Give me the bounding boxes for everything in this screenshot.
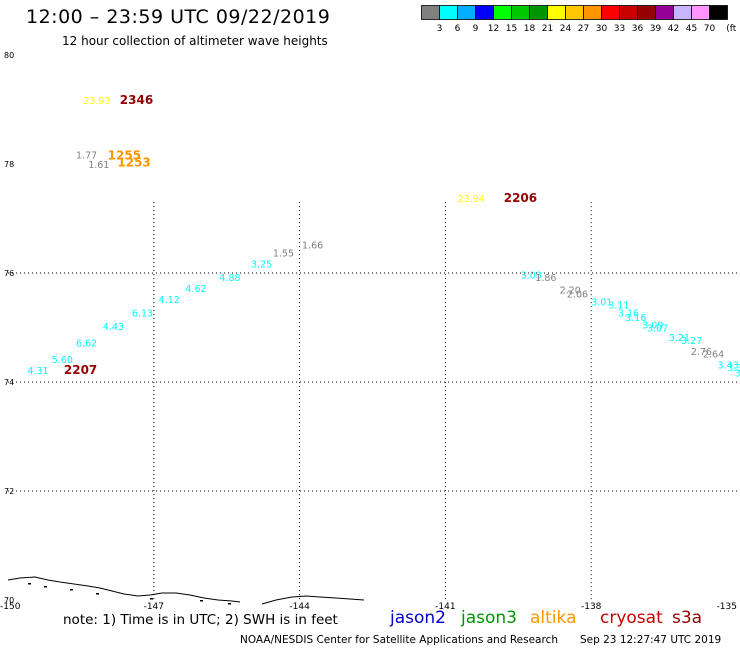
wave-height-value: 2.64 (703, 349, 724, 360)
colorbar-tick-label: 12 (488, 24, 499, 34)
wave-height-value: 23.93 (83, 96, 110, 107)
satellite-label-jason3: jason3 (461, 608, 517, 628)
colorbar-tick-label: 18 (524, 24, 536, 34)
pass-time-label: 1255 (108, 149, 141, 163)
colorbar-tick-label: 3 (437, 24, 443, 34)
wave-height-value: 3.21 (669, 333, 690, 344)
wave-height-value: 1.61 (88, 160, 109, 171)
colorbar-tick-label: 27 (578, 24, 589, 34)
coastline (7, 576, 241, 603)
colorbar-tick-label: 24 (560, 24, 572, 34)
colorbar-tick-label: 39 (650, 24, 662, 34)
lat-tick-label: 80 (4, 51, 14, 60)
wave-height-value: 1.66 (302, 240, 323, 251)
wave-height-value: 3.11 (608, 300, 629, 311)
wave-height-value: 3.27 (681, 336, 702, 347)
lat-tick-label: 78 (4, 160, 14, 169)
wave-height-value: 1.77 (76, 151, 97, 162)
pass-time-label: 2206 (504, 191, 537, 205)
footer-note: note: 1) Time is in UTC; 2) SWH is in fe… (63, 612, 338, 628)
wave-height-value: 3.25 (251, 260, 272, 271)
wave-height-value: 3.39 (735, 369, 740, 380)
lon-tick-label: -141 (435, 602, 455, 612)
colorbar-tick-label: 45 (686, 24, 697, 34)
wave-height-value: 1.55 (273, 249, 294, 260)
wave-height-value: 3.39 (727, 363, 740, 374)
colorbar-unit: (ft) (726, 24, 736, 34)
wave-height-value: 1.86 (535, 273, 556, 284)
wave-height-value: 4.88 (219, 273, 240, 284)
wave-height-value: 3.09 (642, 321, 663, 332)
colorbar-swatch (709, 5, 728, 20)
wave-height-value: 3.16 (618, 309, 639, 320)
lat-tick-label: 74 (4, 378, 14, 387)
wave-height-value: 3.07 (647, 323, 668, 334)
wave-height-value: 3.16 (625, 313, 646, 324)
page-subtitle: 12 hour collection of altimeter wave hei… (62, 34, 328, 48)
wave-height-value: 6.62 (76, 339, 97, 350)
pass-time-label: 1253 (117, 156, 150, 170)
coastline-islet (96, 593, 99, 595)
satellite-label-s3a: s3a (672, 608, 703, 628)
wave-height-value: 3.03 (521, 270, 542, 281)
colorbar-tick-label: 30 (596, 24, 608, 34)
lon-tick-label: -135 (717, 602, 737, 612)
wave-height-value: 23.94 (458, 194, 485, 205)
lat-tick-label: 76 (4, 269, 14, 278)
satellite-label-jason2: jason2 (390, 608, 446, 628)
wave-height-value: 2.06 (567, 290, 588, 301)
lat-tick-label: 72 (4, 487, 14, 496)
colorbar-tick-label: 42 (668, 24, 679, 34)
coastline-islet (44, 586, 47, 588)
coastline (261, 595, 365, 605)
lat-tick-label: 70 (4, 596, 14, 605)
pass-time-label: 2346 (120, 93, 153, 107)
colorbar-tick-label: 21 (542, 24, 553, 34)
wave-height-value: 3.43 (718, 360, 739, 371)
wave-height-value: 4.12 (159, 295, 180, 306)
wave-height-value: 4.62 (185, 284, 206, 295)
wave-height-value: 4.31 (27, 366, 48, 377)
credit-text: NOAA/NESDIS Center for Satellite Applica… (240, 634, 558, 646)
lon-tick-label: -147 (144, 602, 164, 612)
coastline-islet (28, 583, 31, 585)
coastline-islet (228, 603, 231, 605)
coastline-islet (200, 600, 203, 602)
lon-tick-label: -150 (0, 602, 21, 612)
page-title: 12:00 – 23:59 UTC 09/22/2019 (26, 6, 331, 28)
wave-height-value: 2.76 (691, 347, 712, 358)
colorbar-tick-label: 36 (632, 24, 644, 34)
coastline-islet (70, 589, 73, 591)
colorbar-tick-label: 15 (506, 24, 517, 34)
colorbar-tick-label: 6 (455, 24, 461, 34)
colorbar-tick-label: 33 (614, 24, 625, 34)
timestamp-text: Sep 23 12:27:47 UTC 2019 (580, 634, 722, 646)
wave-height-value: 2.20 (560, 286, 581, 297)
satellite-label-cryosat: cryosat (600, 608, 663, 628)
wave-height-map: 80 78 76 74 72 70-150 -147 -144 -141 -138 -135 23.9… (0, 51, 740, 612)
lon-tick-label: -138 (581, 602, 602, 612)
wave-height-value: 3.01 (591, 298, 612, 309)
satellite-label-altika: altika (530, 608, 577, 628)
pass-time-label: 2207 (64, 363, 97, 377)
colorbar-tick-label: 70 (704, 24, 716, 34)
wave-height-value: 5.60 (52, 355, 73, 366)
wave-height-value: 4.43 (103, 322, 124, 333)
wave-height-value: 6.13 (132, 309, 153, 320)
coastline-islet (150, 598, 153, 600)
lon-tick-label: -144 (289, 602, 310, 612)
colorbar-tick-label: 9 (473, 24, 479, 34)
